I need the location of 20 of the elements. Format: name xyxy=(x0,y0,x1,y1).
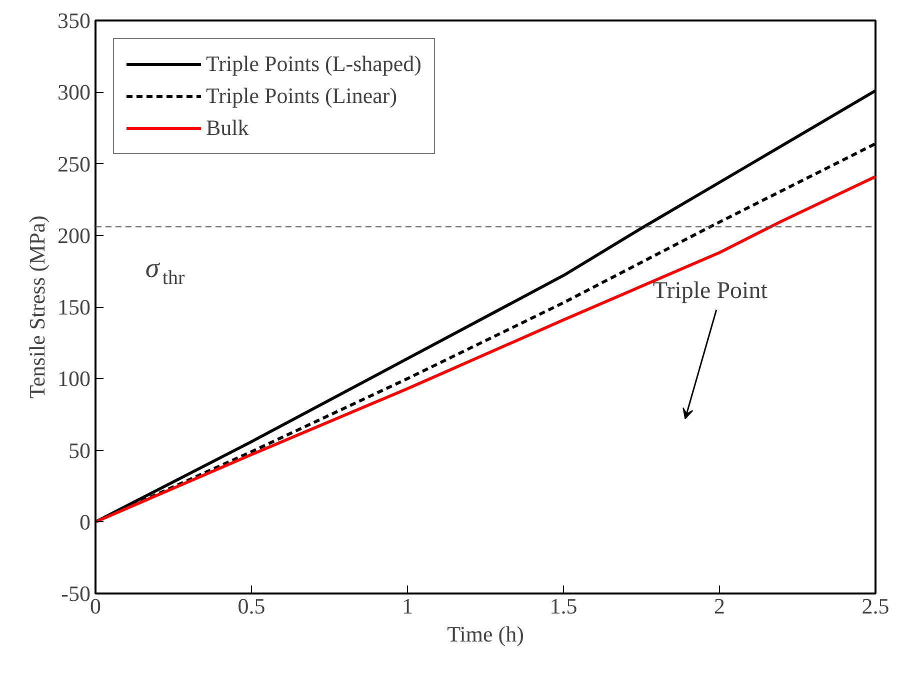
y-tick-label: 150 xyxy=(58,294,90,320)
legend-label: Bulk xyxy=(206,115,249,141)
x-tick-label: 2 xyxy=(714,594,725,618)
legend-label: Triple Points (Linear) xyxy=(206,83,398,109)
x-tick-label: 2.5 xyxy=(862,594,890,618)
y-tick-label: 200 xyxy=(58,222,90,248)
x-tick-label: 1.5 xyxy=(550,594,578,618)
y-tick-label: 0 xyxy=(80,509,90,534)
x-tick-label: 1 xyxy=(402,594,413,618)
y-tick-label: 100 xyxy=(58,366,90,392)
x-tick-label: 0.5 xyxy=(238,594,266,618)
x-axis-title: Time (h) xyxy=(447,622,524,646)
y-tick-label: 350 xyxy=(58,8,90,33)
legend-label: Triple Points (L-shaped) xyxy=(206,51,422,77)
y-axis-title: Tensile Stress (MPa) xyxy=(24,215,50,398)
y-tick-label: 50 xyxy=(68,438,90,463)
annotation: Triple Point xyxy=(652,278,768,304)
y-tick-label: 250 xyxy=(58,151,90,176)
y-tick-label: -50 xyxy=(61,581,90,606)
y-tick-label: 300 xyxy=(58,80,90,105)
